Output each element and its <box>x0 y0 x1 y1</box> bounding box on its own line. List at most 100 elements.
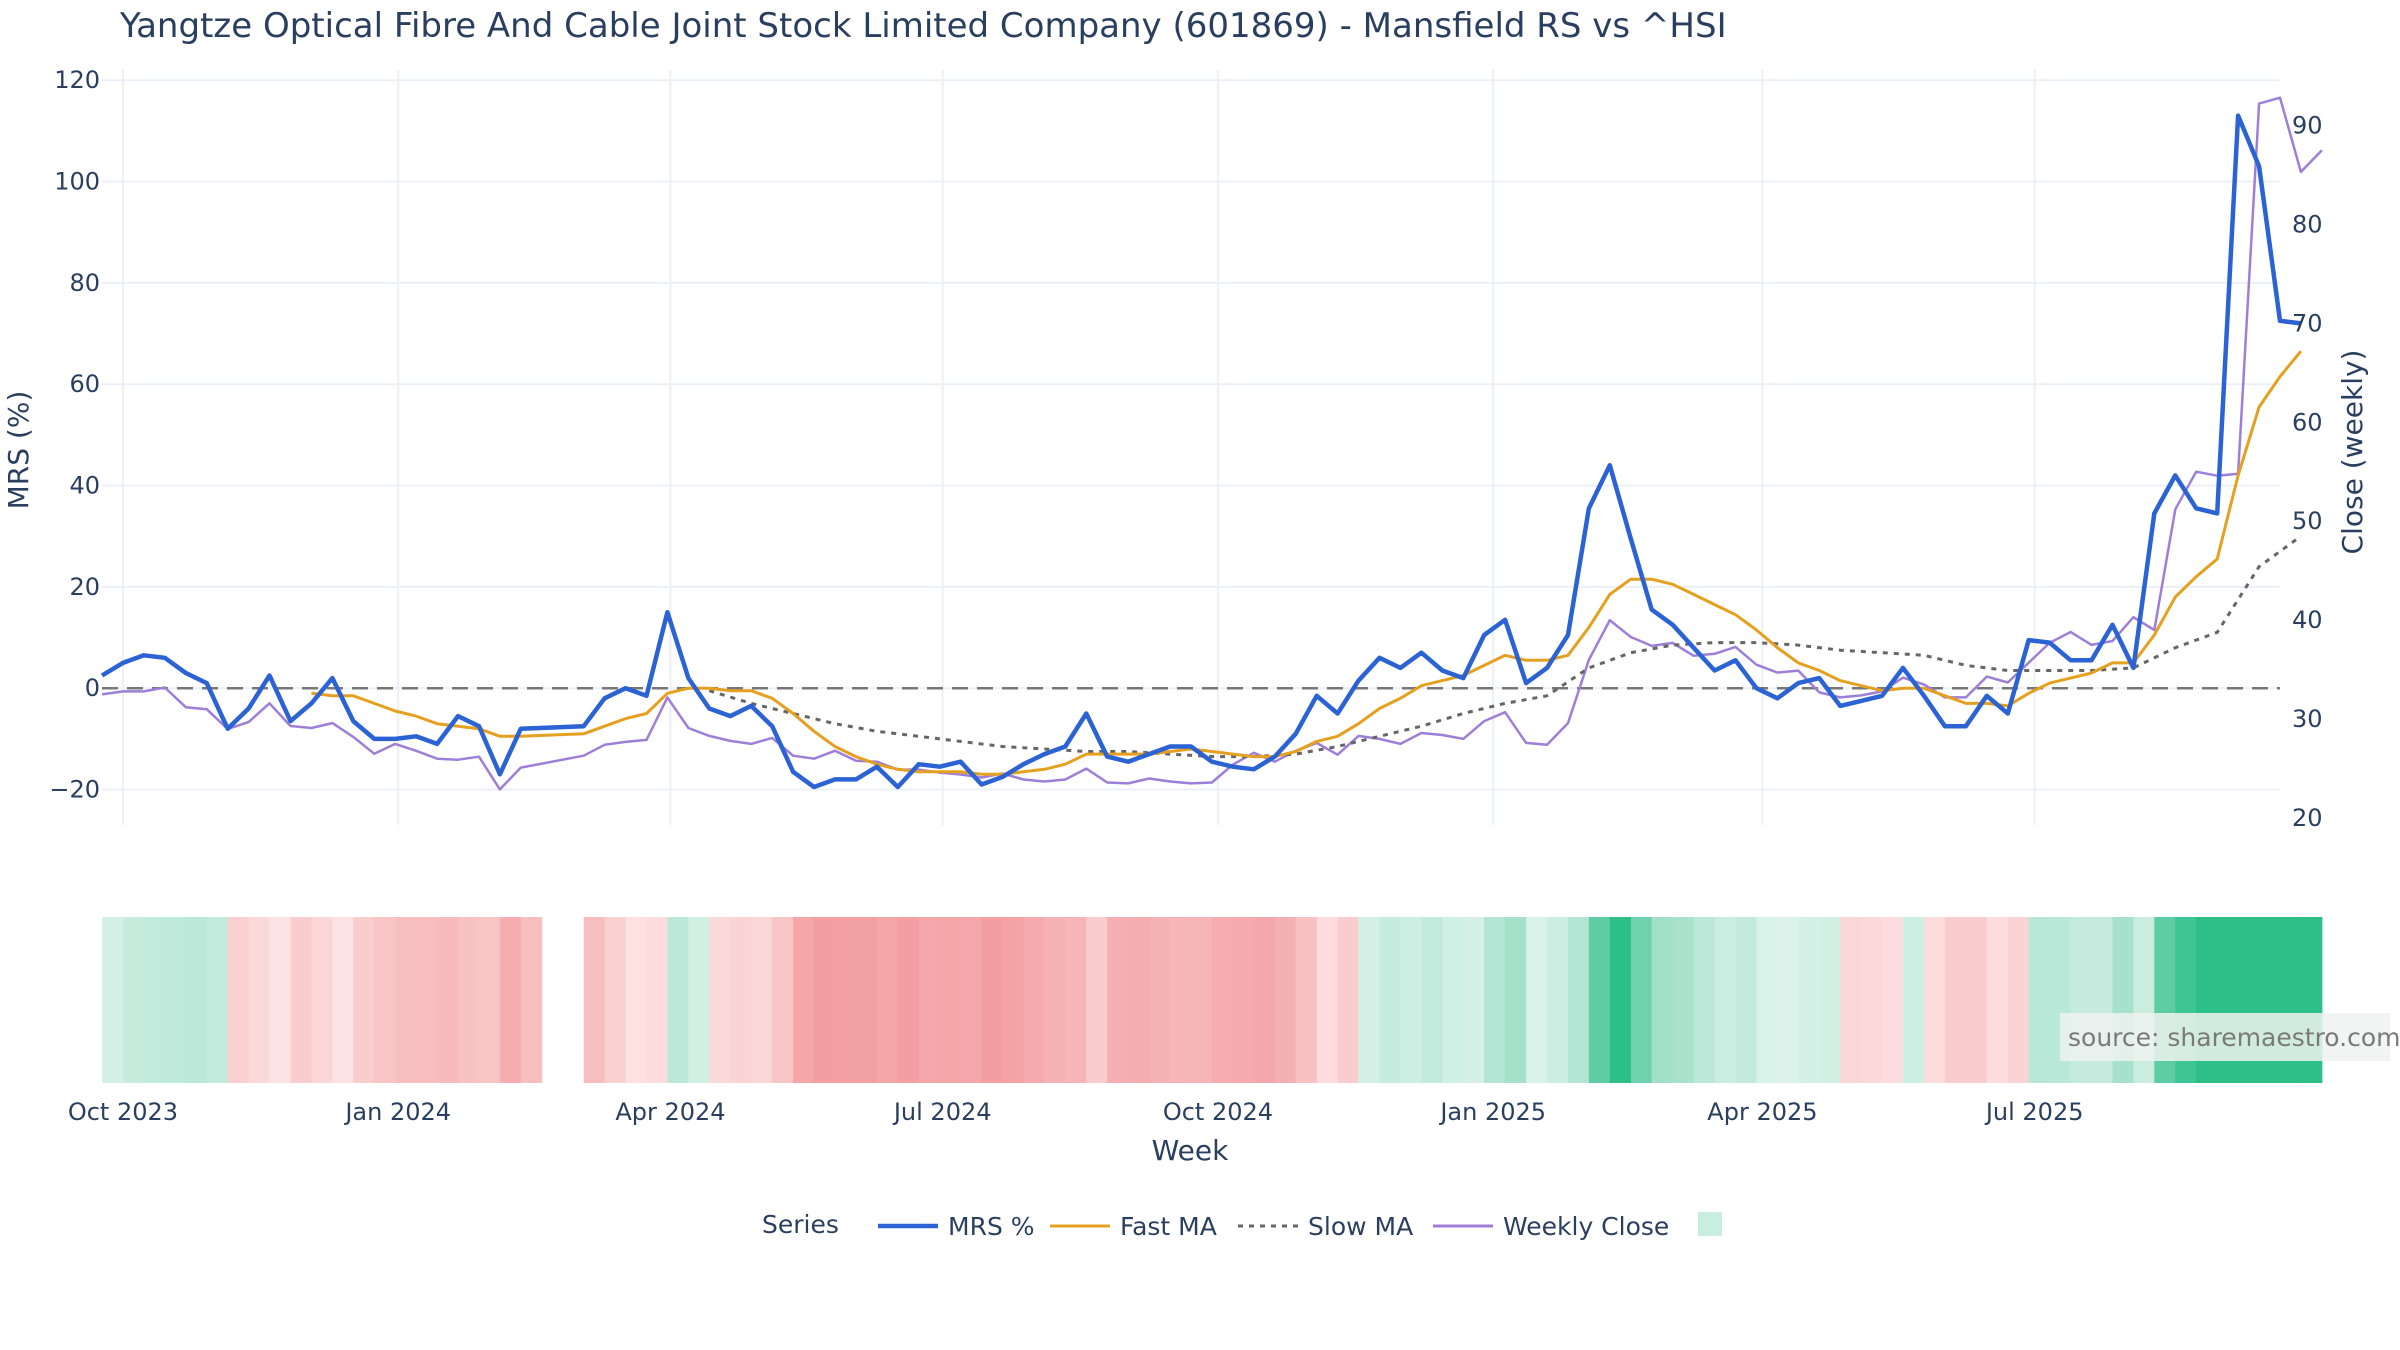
regime-cell <box>374 917 396 1083</box>
y-tick-label: 0 <box>85 674 100 702</box>
regime-cell <box>206 917 229 1083</box>
regime-cell <box>604 917 627 1083</box>
regime-cell <box>1128 917 1150 1083</box>
regime-cell <box>1442 917 1464 1083</box>
y2-tick-label: 80 <box>2292 210 2323 238</box>
regime-cell <box>1358 917 1380 1083</box>
regime-cell <box>709 917 731 1083</box>
regime-cell <box>1609 917 1632 1083</box>
regime-cell <box>1463 917 1485 1083</box>
x-tick-label: Oct 2023 <box>68 1098 178 1126</box>
regime-cell <box>164 917 187 1083</box>
regime-cell <box>1086 917 1108 1083</box>
regime-cell <box>1568 917 1590 1083</box>
regime-cell <box>1714 917 1737 1083</box>
legend-item: Slow MA <box>1238 1212 1413 1241</box>
regime-cell <box>1484 917 1506 1083</box>
regime-cell <box>1986 917 2009 1083</box>
series-line-fast-ma <box>311 350 2303 776</box>
y2-tick-label: 50 <box>2292 507 2323 535</box>
y-tick-label: 60 <box>69 370 100 398</box>
regime-cell <box>1756 917 1778 1083</box>
regime-cell <box>416 917 438 1083</box>
series-line-weekly-close <box>101 96 2323 791</box>
regime-cell <box>1882 917 1904 1083</box>
regime-cell <box>1630 917 1653 1083</box>
regime-cell <box>751 917 773 1083</box>
regime-cell <box>960 917 983 1083</box>
y2-axis-title: Close (weekly) <box>2336 350 2369 555</box>
legend-item: Fast MA <box>1050 1212 1217 1241</box>
regime-cell <box>1965 917 1988 1083</box>
regime-cell <box>332 917 354 1083</box>
regime-cell <box>646 917 668 1083</box>
regime-cell <box>479 917 501 1083</box>
regime-cell <box>625 917 648 1083</box>
regime-cell <box>1547 917 1569 1083</box>
x-tick-label: Jan 2024 <box>343 1098 451 1126</box>
regime-cell <box>1149 917 1171 1083</box>
regime-cell <box>835 917 857 1083</box>
regime-cell <box>1253 917 1276 1083</box>
regime-cell <box>458 917 480 1083</box>
regime-cell <box>1840 917 1862 1083</box>
regime-cell <box>2028 917 2051 1083</box>
left-y-axis: −20 0 20 40 60 80 100 120 <box>49 66 100 803</box>
y-tick-label: 20 <box>69 573 100 601</box>
regime-cell <box>1672 917 1695 1083</box>
legend-title: Series <box>762 1210 839 1239</box>
x-axis: Oct 2023 Jan 2024 Apr 2024 Jul 2024 Oct 2024… <box>68 1098 2084 1126</box>
y-tick-label: −20 <box>49 776 100 804</box>
regime-cell <box>814 917 836 1083</box>
regime-cell <box>437 917 459 1083</box>
regime-cell <box>1944 917 1967 1083</box>
regime-cell <box>855 917 878 1083</box>
y2-tick-label: 60 <box>2292 408 2323 436</box>
right-y-axis: 20 30 40 50 60 70 80 90 <box>2292 111 2323 832</box>
regime-cell <box>939 917 962 1083</box>
legend-swatch <box>1698 1212 1722 1236</box>
regime-cell <box>1191 917 1213 1083</box>
regime-cell <box>353 917 375 1083</box>
regime-cell <box>143 917 166 1083</box>
regime-cell <box>876 917 899 1083</box>
regime-cell <box>2007 917 2030 1083</box>
series-line-slow-ma <box>708 534 2302 759</box>
legend: Series MRS % Fast MA Slow MA Weekly Close <box>762 1210 1722 1241</box>
x-tick-label: Oct 2024 <box>1163 1098 1273 1126</box>
x-tick-label: Jul 2024 <box>892 1098 992 1126</box>
regime-cell <box>1170 917 1192 1083</box>
y2-tick-label: 40 <box>2292 606 2323 634</box>
regime-cell <box>1819 917 1841 1083</box>
regime-cell <box>981 917 1004 1083</box>
y-tick-label: 40 <box>69 472 100 500</box>
regime-cell <box>688 917 710 1083</box>
legend-item: Weekly Close <box>1433 1212 1669 1241</box>
x-tick-label: Apr 2025 <box>1707 1098 1817 1126</box>
regime-cell <box>122 917 145 1083</box>
y-tick-label: 120 <box>54 66 100 94</box>
gridlines <box>102 70 2280 825</box>
regime-cell <box>1903 917 1925 1083</box>
regime-cell <box>793 917 815 1083</box>
regime-cell <box>1400 917 1422 1083</box>
regime-cell <box>772 917 794 1083</box>
regime-cell <box>1526 917 1548 1083</box>
regime-cell <box>1002 917 1024 1083</box>
regime-cell <box>395 917 417 1083</box>
y2-tick-label: 70 <box>2292 309 2323 337</box>
regime-cell <box>290 917 312 1083</box>
regime-cell <box>667 917 689 1083</box>
source-note: source: sharemaestro.com <box>2060 1013 2400 1061</box>
regime-cell <box>1588 917 1611 1083</box>
regime-cell <box>1295 917 1318 1083</box>
regime-cell <box>1044 917 1066 1083</box>
x-tick-label: Jan 2025 <box>1438 1098 1546 1126</box>
regime-cell <box>520 917 543 1083</box>
y2-tick-label: 30 <box>2292 705 2323 733</box>
x-tick-label: Jul 2025 <box>1984 1098 2084 1126</box>
x-tick-label: Apr 2024 <box>615 1098 725 1126</box>
regime-cell <box>1693 917 1716 1083</box>
regime-cell <box>1421 917 1443 1083</box>
